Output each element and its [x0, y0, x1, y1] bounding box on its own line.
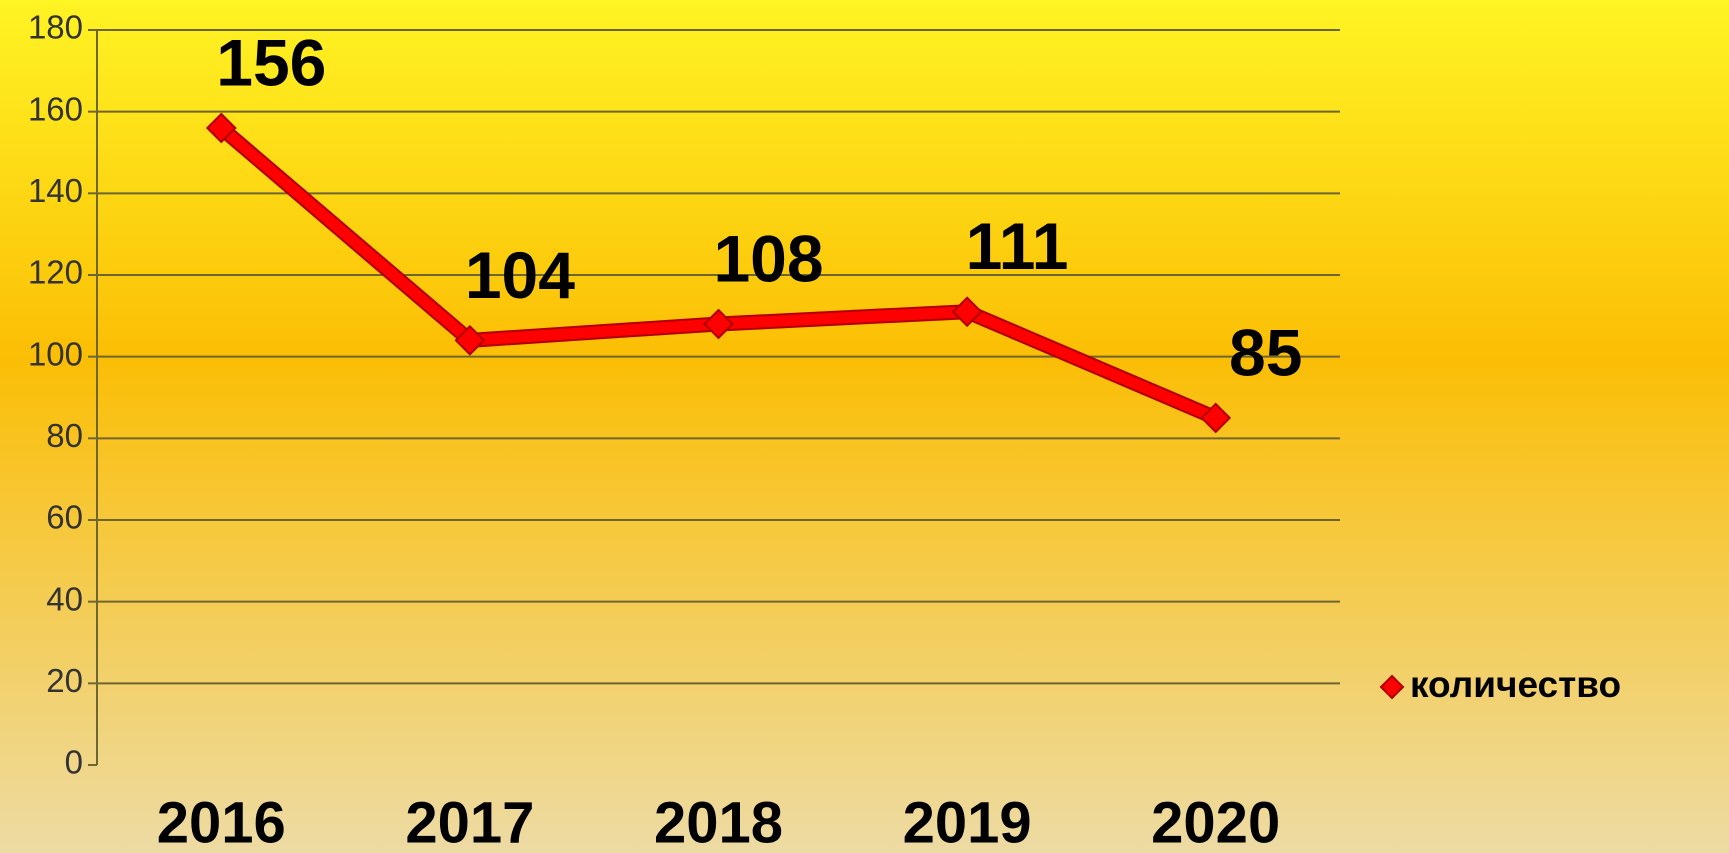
y-tick-label: 40 [46, 580, 83, 617]
x-tick-label: 2017 [405, 790, 534, 853]
y-tick-label: 160 [28, 90, 83, 127]
y-tick-label: 20 [46, 662, 83, 699]
data-label: 85 [1229, 315, 1302, 389]
data-label: 156 [216, 25, 326, 99]
y-tick-label: 140 [28, 172, 83, 209]
point [703, 308, 734, 340]
point [205, 112, 237, 144]
data-label: 108 [713, 221, 823, 295]
data-label: 111 [966, 209, 1069, 283]
x-tick-label: 2020 [1151, 790, 1280, 853]
point [454, 324, 486, 356]
legend-label: количество [1410, 664, 1621, 705]
data-label: 104 [465, 238, 575, 312]
x-tick-label: 2018 [654, 790, 783, 853]
y-tick-label: 60 [46, 499, 83, 536]
legend-marker [1379, 674, 1405, 700]
y-tick-label: 0 [65, 744, 83, 781]
x-tick-label: 2019 [903, 790, 1032, 853]
point [951, 296, 983, 328]
y-tick-label: 120 [28, 254, 83, 291]
point [1200, 402, 1232, 434]
y-tick-label: 80 [46, 417, 83, 454]
x-tick-label: 2016 [157, 790, 286, 853]
y-tick-label: 180 [28, 9, 83, 46]
y-tick-label: 100 [28, 335, 83, 372]
